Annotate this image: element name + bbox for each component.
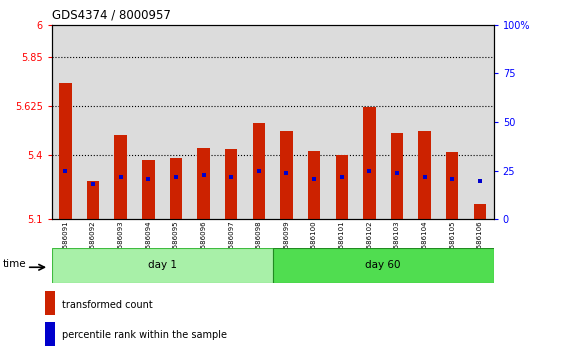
Bar (300, 25, 328, 219)
Bar (300, 25, 328, 219)
Bar (52, 25, 79, 219)
Bar (280, 131, 293, 219)
Bar (197, 148, 210, 219)
Bar (411, 25, 439, 219)
Bar (438, 25, 466, 219)
Bar (245, 25, 273, 219)
Bar (356, 25, 383, 219)
Bar (107, 25, 135, 219)
Bar (328, 25, 356, 219)
Bar (252, 123, 265, 219)
Bar (135, 25, 162, 219)
Text: percentile rank within the sample: percentile rank within the sample (62, 330, 227, 340)
Bar (225, 149, 237, 219)
Bar (162, 25, 190, 219)
Bar (45, 322, 55, 346)
Bar (273, 248, 494, 283)
Bar (383, 25, 411, 219)
Bar (59, 83, 72, 219)
Bar (135, 25, 162, 219)
Bar (170, 158, 182, 219)
Bar (217, 25, 245, 219)
Bar (411, 25, 439, 219)
Bar (446, 153, 458, 219)
Bar (52, 248, 273, 283)
Bar (308, 151, 320, 219)
Text: day 60: day 60 (365, 261, 401, 270)
Bar (245, 25, 273, 219)
Bar (162, 25, 190, 219)
Bar (114, 135, 127, 219)
Bar (419, 131, 431, 219)
Bar (383, 25, 411, 219)
Bar (363, 107, 375, 219)
Text: GDS4374 / 8000957: GDS4374 / 8000957 (52, 9, 171, 22)
Bar (142, 160, 154, 219)
Bar (45, 291, 55, 315)
Bar (335, 155, 348, 219)
Bar (107, 25, 135, 219)
Bar (328, 25, 356, 219)
Bar (79, 25, 107, 219)
Text: day 1: day 1 (148, 261, 177, 270)
Text: time: time (3, 259, 26, 269)
Bar (190, 25, 217, 219)
Text: transformed count: transformed count (62, 299, 153, 310)
Bar (79, 25, 107, 219)
Bar (473, 204, 486, 219)
Bar (273, 25, 300, 219)
Bar (466, 25, 494, 219)
Bar (466, 25, 494, 219)
Bar (356, 25, 383, 219)
Bar (217, 25, 245, 219)
Bar (273, 25, 300, 219)
Bar (52, 25, 79, 219)
Bar (87, 181, 99, 219)
Bar (391, 133, 403, 219)
Bar (438, 25, 466, 219)
Bar (190, 25, 217, 219)
